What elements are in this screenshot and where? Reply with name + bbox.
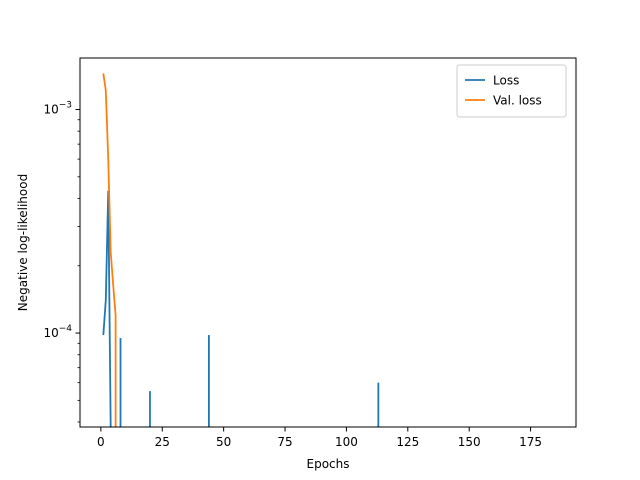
series-line-0-segment-0	[102, 190, 112, 428]
legend-box	[456, 64, 567, 118]
y-tick-label: 10−3	[43, 101, 72, 117]
x-tick-label: 25	[155, 435, 170, 449]
y-tick-label: 10−4	[43, 324, 72, 340]
x-axis-label: Epochs	[307, 457, 350, 471]
x-tick-label: 75	[277, 435, 292, 449]
x-axis: 0 25 50 75 100 125 150 175	[97, 427, 542, 449]
plot-frame	[79, 57, 577, 428]
legend-label: Val. loss	[493, 94, 542, 108]
plot-lines	[102, 73, 380, 428]
x-tick-label: 175	[519, 435, 542, 449]
x-tick-label: 50	[216, 435, 231, 449]
x-tick-label: 0	[97, 435, 105, 449]
y-axis-label: Negative log-likelihood	[16, 174, 30, 311]
series-line-1-segment-0	[102, 73, 117, 427]
x-tick-label: 125	[396, 435, 419, 449]
legend: Loss Val. loss	[456, 64, 567, 118]
x-tick-label: 100	[335, 435, 358, 449]
x-tick-label: 150	[458, 435, 481, 449]
y-axis: 10−4 10−3	[43, 101, 80, 423]
legend-label: Loss	[493, 74, 519, 88]
